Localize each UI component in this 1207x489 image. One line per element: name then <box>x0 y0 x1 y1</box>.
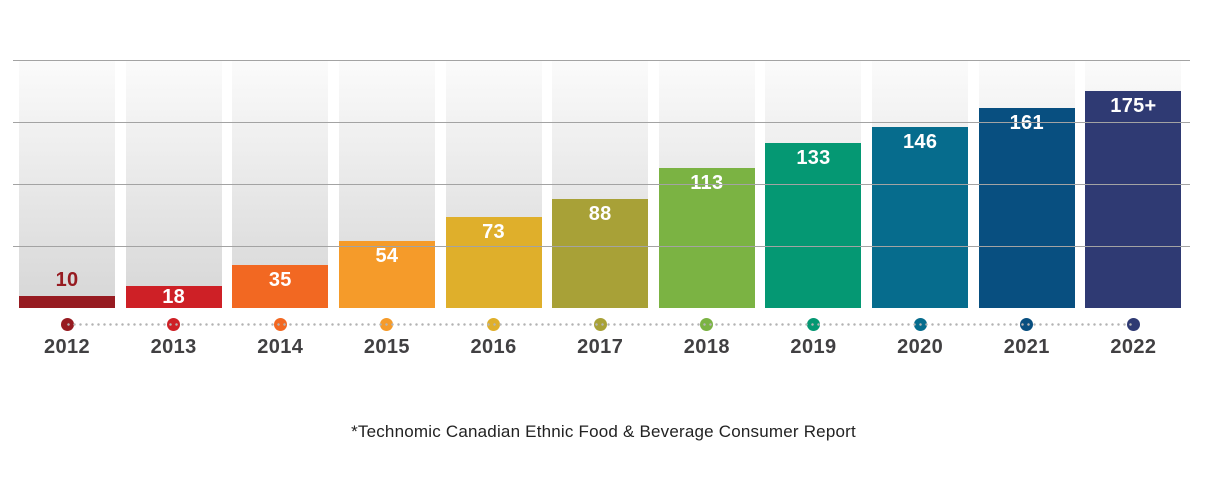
gridline <box>13 122 1190 123</box>
bar-chart: 10 2012 18 2013 35 2014 54 2015 73 2016 88 2017 113 2… <box>13 60 1190 358</box>
value-bar <box>658 167 755 308</box>
value-label: 88 <box>588 202 612 225</box>
year-label: 2019 <box>790 336 837 358</box>
source-footnote: *Technomic Canadian Ethnic Food & Bevera… <box>351 422 856 441</box>
value-label: 10 <box>55 268 79 291</box>
value-label: 175+ <box>1110 95 1157 117</box>
value-label: 35 <box>268 268 292 291</box>
year-label: 2021 <box>1003 336 1050 358</box>
value-bar <box>978 108 1075 308</box>
value-label: 161 <box>1009 112 1044 135</box>
year-label: 2013 <box>150 336 197 358</box>
gridline <box>13 60 1190 61</box>
axis-dotted-line <box>67 323 1134 326</box>
year-dot <box>1126 318 1140 331</box>
gridline <box>13 184 1190 185</box>
year-label: 2015 <box>363 336 410 358</box>
value-bar <box>125 285 222 308</box>
value-label: 113 <box>690 171 724 194</box>
value-bar <box>338 241 435 308</box>
value-label: 73 <box>482 221 505 244</box>
value-bar <box>872 126 969 308</box>
value-bar <box>1085 91 1182 308</box>
year-label: 2022 <box>1110 336 1157 358</box>
year-label: 2017 <box>577 336 624 358</box>
year-label: 2012 <box>43 336 91 358</box>
value-bar <box>232 264 329 308</box>
year-label: 2014 <box>257 336 304 358</box>
value-bar <box>765 143 862 308</box>
gridline <box>13 246 1190 247</box>
value-label: 133 <box>796 147 831 170</box>
value-bar <box>552 198 649 308</box>
value-bar <box>19 295 115 308</box>
value-bar <box>445 217 542 308</box>
value-label: 146 <box>902 130 938 153</box>
value-label: 54 <box>375 245 399 268</box>
year-label: 2020 <box>897 336 944 358</box>
year-label: 2016 <box>470 336 517 358</box>
year-label: 2018 <box>683 336 730 358</box>
value-label: 18 <box>162 285 186 308</box>
